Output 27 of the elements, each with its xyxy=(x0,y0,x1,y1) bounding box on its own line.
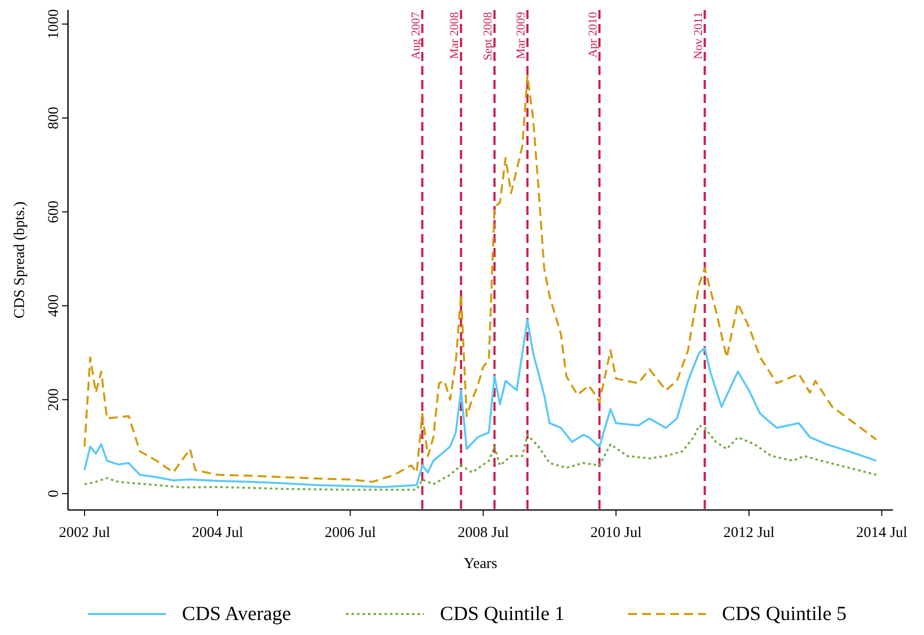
y-tick-label: 200 xyxy=(46,388,62,411)
legend-label: CDS Average xyxy=(182,603,292,625)
x-tick-label: 2012 Jul xyxy=(723,525,775,541)
ref-line-label: Mar 2009 xyxy=(513,12,528,59)
line-series xyxy=(84,318,878,488)
ref-line-label: Aug 2007 xyxy=(408,12,422,60)
x-tick-label: 2010 Jul xyxy=(590,525,642,541)
legend-label: CDS Quintile 1 xyxy=(440,603,564,625)
x-tick-label: 2014 Jul xyxy=(856,525,908,541)
ref-line-label: Sept 2008 xyxy=(480,12,495,60)
x-tick-label: 2006 Jul xyxy=(324,525,376,541)
ref-line-label: Mar 2008 xyxy=(447,12,462,59)
y-tick-label: 400 xyxy=(46,294,62,318)
y-tick-label: 800 xyxy=(46,106,62,130)
line-series xyxy=(84,74,878,483)
x-tick-label: 2002 Jul xyxy=(58,525,110,541)
ref-line-label: Apr 2010 xyxy=(585,12,600,58)
line-series xyxy=(84,424,878,491)
x-tick-label: 2004 Jul xyxy=(192,525,244,541)
y-tick-label: 600 xyxy=(46,200,62,224)
legend-label: CDS Quintile 5 xyxy=(722,603,846,625)
y-tick-label: 1000 xyxy=(46,9,62,40)
x-tick-label: 2008 Jul xyxy=(458,525,509,541)
x-axis-title: Years xyxy=(464,556,498,572)
ref-line-label: Nov 2011 xyxy=(690,12,705,60)
y-axis-title: CDS Spread (bpts.) xyxy=(12,201,28,319)
y-tick-label: 0 xyxy=(46,490,62,498)
